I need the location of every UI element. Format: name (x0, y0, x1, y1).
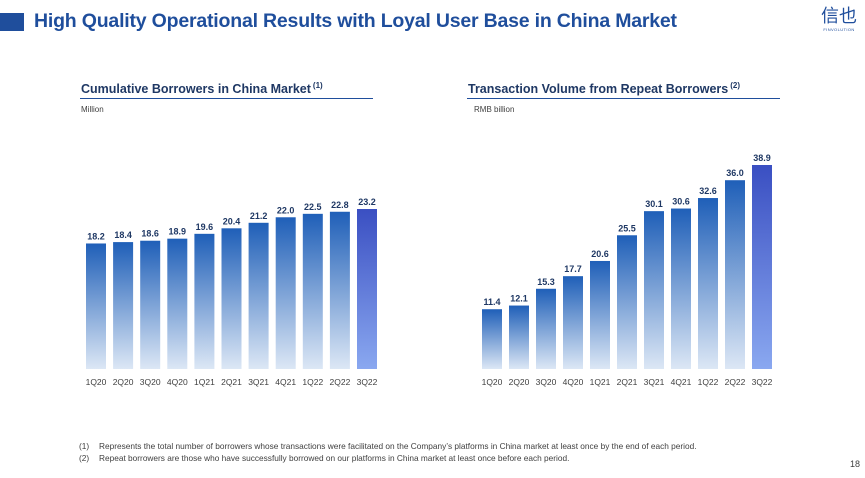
data-label-3Q20: 15.3 (537, 277, 555, 287)
left-chart-unit: Million (81, 105, 104, 114)
tick-label-4Q21: 4Q21 (671, 377, 692, 387)
tick-label-3Q22: 3Q22 (357, 377, 378, 387)
tick-label-1Q21: 1Q21 (194, 377, 215, 387)
tick-label-2Q22: 2Q22 (725, 377, 746, 387)
bar-1Q22 (698, 198, 718, 369)
bar-4Q21 (671, 208, 691, 369)
data-label-3Q20: 18.6 (141, 229, 159, 239)
footnotes: (1) Represents the total number of borrow… (79, 441, 697, 464)
bar-4Q20 (563, 276, 583, 369)
left-chart-title: Cumulative Borrowers in China Market (1) (81, 81, 323, 96)
tick-label-1Q22: 1Q22 (302, 377, 323, 387)
tick-label-3Q20: 3Q20 (536, 377, 557, 387)
bar-1Q21 (590, 260, 610, 369)
bar-1Q22 (302, 213, 323, 369)
bar-2Q21 (617, 235, 637, 369)
logo-subtext: FINVOLUTION (823, 27, 854, 32)
data-label-2Q22: 22.8 (331, 200, 349, 210)
data-label-2Q20: 18.4 (114, 230, 132, 240)
tick-label-3Q21: 3Q21 (644, 377, 665, 387)
right-chart: 11.4 1Q20 12.1 2Q20 15.3 3Q20 17.7 4Q20 20.6 1Q21… (482, 153, 773, 387)
tick-label-2Q20: 2Q20 (509, 377, 530, 387)
bar-1Q20 (86, 243, 106, 369)
data-label-1Q21: 20.6 (591, 249, 609, 259)
bar-2Q21 (221, 228, 242, 369)
logo-text: 信也 (821, 6, 857, 27)
bar-2Q22 (329, 211, 350, 369)
data-label-3Q22: 38.9 (753, 153, 771, 163)
data-label-2Q20: 12.1 (510, 294, 528, 304)
tick-label-4Q20: 4Q20 (563, 377, 584, 387)
data-label-1Q21: 19.6 (196, 222, 214, 232)
bar-3Q22 (752, 165, 772, 369)
bar-2Q20 (509, 305, 529, 369)
bar-3Q20 (536, 288, 556, 369)
data-label-4Q21: 22.0 (277, 205, 295, 215)
footnote-2: (2) Repeat borrowers are those who have s… (79, 452, 570, 463)
right-chart-title: Transaction Volume from Repeat Borrowers… (468, 81, 741, 96)
data-label-3Q21: 30.1 (645, 199, 663, 209)
tick-label-1Q20: 1Q20 (482, 377, 503, 387)
tick-label-1Q21: 1Q21 (590, 377, 611, 387)
data-label-1Q20: 11.4 (483, 297, 500, 307)
bar-1Q20 (482, 309, 502, 369)
data-label-1Q20: 18.2 (87, 231, 105, 241)
bar-2Q20 (113, 242, 134, 369)
bar-2Q22 (725, 180, 745, 369)
left-chart: 18.2 1Q20 18.4 2Q20 18.6 3Q20 18.9 4Q20 19.6 1Q21… (86, 197, 378, 387)
tick-label-2Q21: 2Q21 (617, 377, 638, 387)
title-accent-bar (0, 13, 24, 31)
bar-3Q21 (248, 222, 269, 369)
data-label-1Q22: 32.6 (699, 186, 717, 196)
data-label-4Q20: 18.9 (169, 227, 187, 237)
tick-label-3Q20: 3Q20 (140, 377, 161, 387)
page-number: 18 (850, 459, 861, 469)
data-label-2Q21: 25.5 (618, 223, 636, 233)
bar-3Q22 (357, 209, 377, 369)
page-title: High Quality Operational Results with Lo… (34, 10, 677, 32)
data-label-3Q22: 23.2 (358, 197, 376, 207)
tick-label-4Q21: 4Q21 (275, 377, 296, 387)
finvolution-logo: 信也 FINVOLUTION (821, 6, 857, 32)
bar-3Q21 (644, 211, 664, 369)
footnote-1: (1) Represents the total number of borrow… (79, 441, 697, 451)
tick-label-2Q22: 2Q22 (330, 377, 351, 387)
tick-label-1Q22: 1Q22 (698, 377, 719, 387)
tick-label-1Q20: 1Q20 (86, 377, 107, 387)
bar-4Q20 (167, 238, 188, 369)
tick-label-4Q20: 4Q20 (167, 377, 188, 387)
bar-4Q21 (275, 217, 296, 369)
data-label-3Q21: 21.2 (250, 211, 268, 221)
bar-3Q20 (140, 240, 161, 369)
tick-label-3Q22: 3Q22 (752, 377, 773, 387)
tick-label-3Q21: 3Q21 (248, 377, 269, 387)
bar-1Q21 (194, 233, 215, 369)
data-label-2Q22: 36.0 (726, 168, 744, 178)
right-chart-unit: RMB billion (474, 105, 515, 114)
left-chart-rule (80, 98, 373, 99)
data-label-2Q21: 20.4 (223, 216, 241, 226)
tick-label-2Q20: 2Q20 (113, 377, 134, 387)
data-label-1Q22: 22.5 (304, 202, 322, 212)
tick-label-2Q21: 2Q21 (221, 377, 242, 387)
data-label-4Q21: 30.6 (672, 197, 690, 207)
right-chart-rule (467, 98, 780, 99)
data-label-4Q20: 17.7 (564, 264, 582, 274)
